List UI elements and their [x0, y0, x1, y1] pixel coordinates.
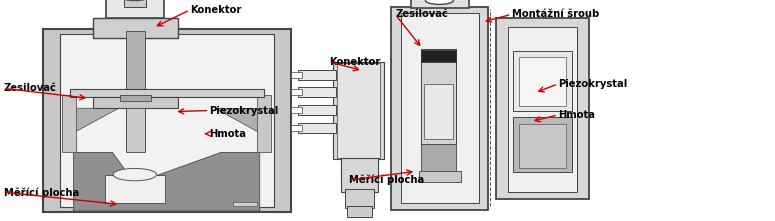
- Bar: [105, 175, 165, 203]
- Bar: [401, 13, 479, 203]
- Bar: [341, 158, 378, 192]
- Bar: [508, 27, 577, 192]
- Bar: [424, 84, 453, 139]
- Bar: [120, 95, 151, 101]
- Bar: [421, 50, 456, 62]
- Text: Zesilovač: Zesilovač: [395, 9, 448, 19]
- Bar: [298, 123, 336, 133]
- Bar: [513, 51, 572, 110]
- Bar: [391, 7, 488, 210]
- Bar: [70, 89, 264, 97]
- Bar: [298, 70, 336, 80]
- Bar: [43, 29, 291, 212]
- Bar: [333, 62, 384, 159]
- Bar: [291, 89, 302, 95]
- Bar: [257, 95, 271, 152]
- Bar: [347, 206, 372, 217]
- Text: Hmota: Hmota: [209, 129, 246, 139]
- Polygon shape: [74, 152, 260, 211]
- Bar: [298, 87, 336, 97]
- Bar: [519, 124, 566, 168]
- Bar: [126, 108, 145, 152]
- Bar: [93, 97, 178, 108]
- Bar: [106, 0, 164, 18]
- Bar: [291, 72, 302, 78]
- Text: Konektor: Konektor: [190, 5, 241, 15]
- Text: Piezokrystal: Piezokrystal: [558, 79, 627, 89]
- Bar: [291, 107, 302, 113]
- Bar: [411, 0, 469, 8]
- Bar: [298, 105, 336, 115]
- Polygon shape: [70, 108, 119, 135]
- Bar: [421, 144, 456, 172]
- Bar: [291, 125, 302, 131]
- Text: Konektor: Konektor: [329, 57, 381, 67]
- Circle shape: [113, 168, 157, 181]
- Text: Měřící plocha: Měřící plocha: [4, 187, 79, 198]
- Bar: [345, 189, 374, 208]
- Circle shape: [425, 0, 453, 4]
- Bar: [232, 202, 257, 206]
- Text: Měřící plocha: Měřící plocha: [349, 175, 424, 185]
- Text: Piezokrystal: Piezokrystal: [209, 105, 278, 116]
- Bar: [418, 171, 461, 182]
- Bar: [513, 117, 572, 172]
- Bar: [93, 18, 178, 38]
- Bar: [124, 0, 146, 7]
- Text: Montážní šroub: Montážní šroub: [512, 9, 599, 19]
- Bar: [126, 31, 145, 119]
- Bar: [62, 95, 76, 152]
- Circle shape: [121, 0, 149, 1]
- Bar: [496, 18, 589, 199]
- Text: Hmota: Hmota: [558, 110, 595, 120]
- Polygon shape: [215, 108, 264, 135]
- Text: Zesilovač: Zesilovač: [4, 83, 57, 93]
- Bar: [337, 63, 380, 158]
- Bar: [421, 49, 456, 144]
- Bar: [519, 57, 566, 106]
- Bar: [60, 34, 274, 207]
